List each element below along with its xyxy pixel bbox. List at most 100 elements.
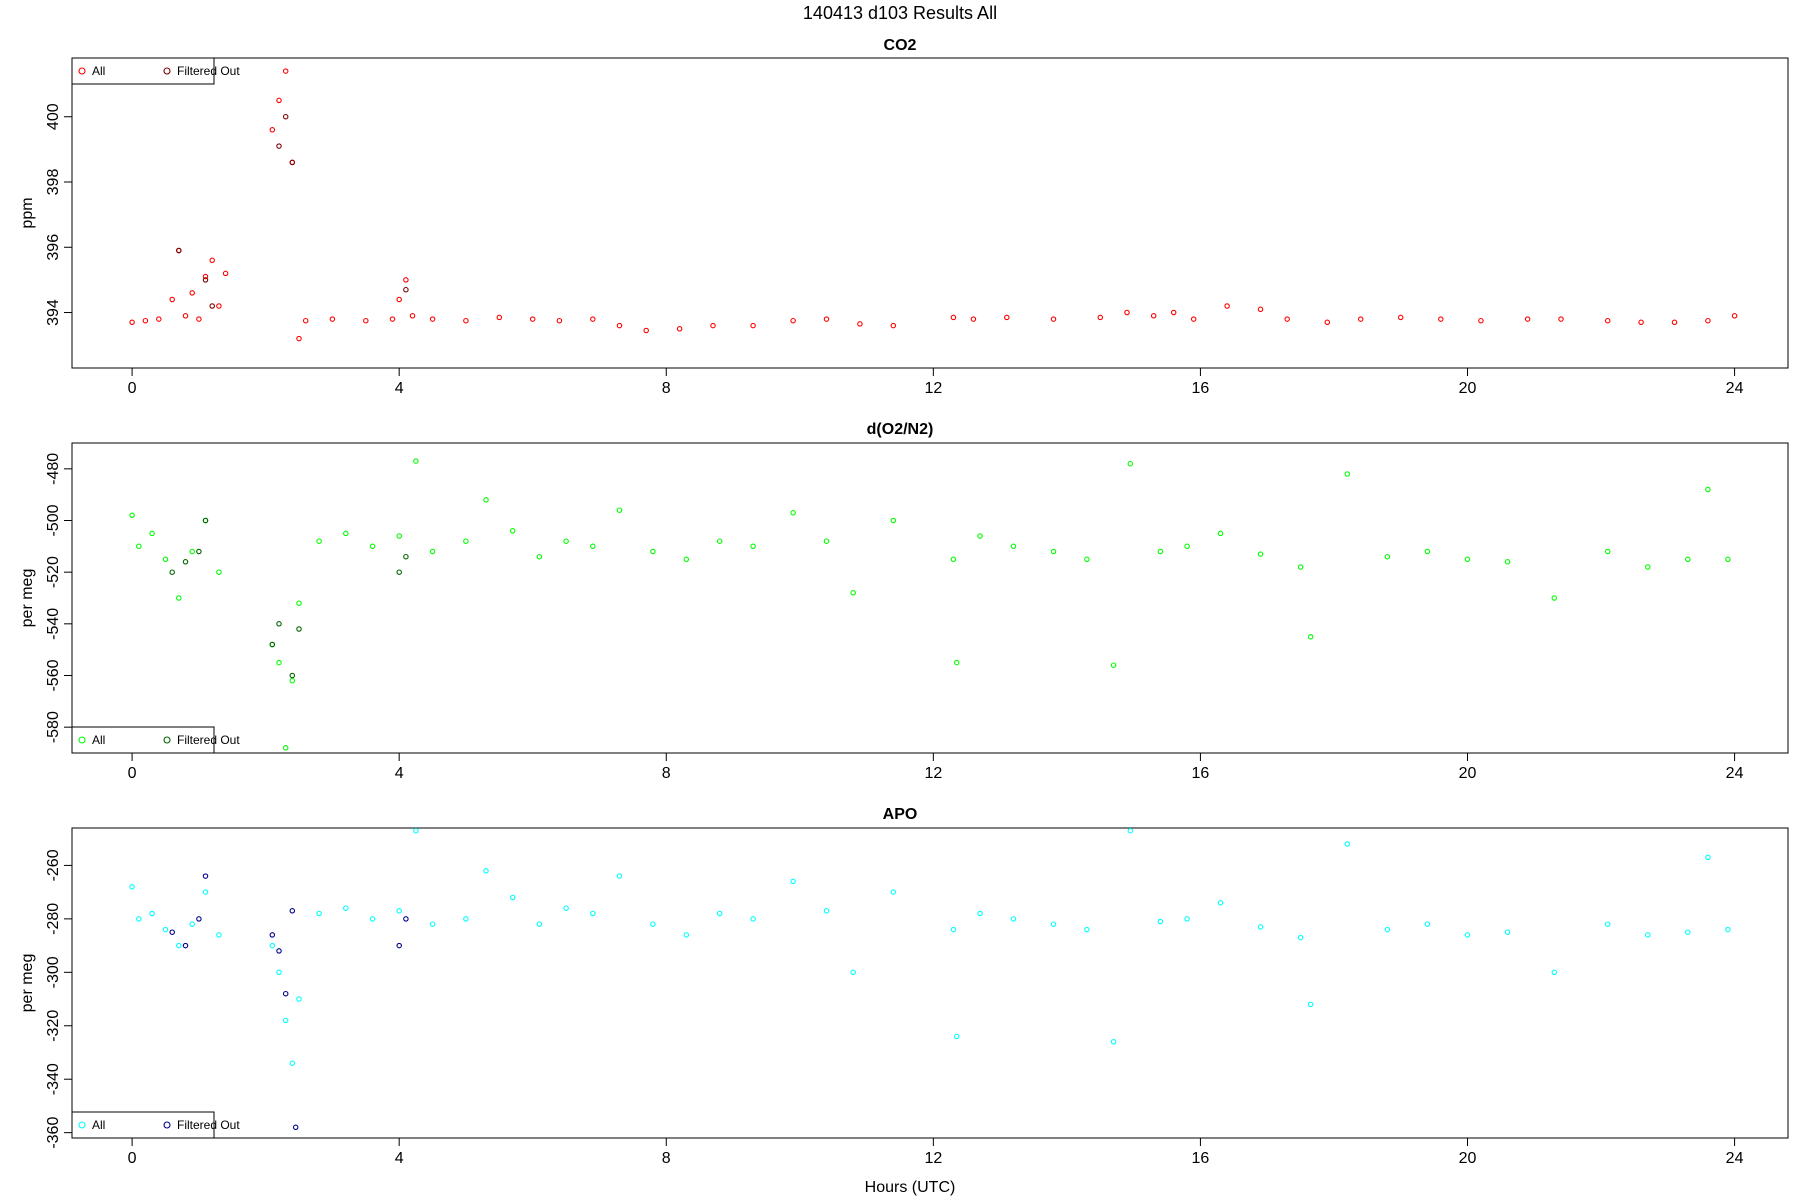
o2n2-point-all [216, 569, 222, 575]
co2-point-all [1170, 309, 1177, 316]
co2-point-all [209, 257, 215, 264]
apo-point-all [216, 932, 222, 938]
co2-point-all [189, 290, 195, 296]
co2-point-all [156, 316, 162, 322]
co2-point-all [296, 335, 302, 342]
o2n2-point-all [850, 590, 856, 596]
o2n2-points [129, 458, 1731, 751]
co2-points [129, 68, 1738, 342]
apo-point-all [136, 916, 142, 922]
co2-legend-marker [78, 67, 86, 75]
apo-point-filtered [276, 948, 282, 954]
o2n2-point-filtered [182, 559, 189, 565]
apo-point-all [369, 916, 376, 922]
o2n2-point-all [1645, 564, 1651, 570]
apo-point-all [1384, 926, 1391, 933]
apo-point-all [189, 921, 195, 927]
o2n2-point-all [289, 677, 296, 684]
co2-x-tick-label: 24 [1726, 380, 1744, 397]
o2n2-point-all [413, 458, 419, 464]
o2n2-y-axis-label: per meg [19, 569, 36, 628]
co2-point-all [823, 316, 830, 322]
o2n2-point-all [953, 659, 960, 666]
o2n2-point-all [790, 510, 796, 516]
co2-point-all [710, 322, 716, 329]
co2-point-all [329, 316, 336, 322]
co2-x-tick-label: 4 [395, 380, 404, 397]
apo-point-all [1157, 918, 1164, 925]
co2-point-all [1524, 316, 1531, 322]
apo-point-all [1504, 929, 1511, 935]
apo-point-all [1257, 924, 1264, 930]
apo-point-all [1604, 921, 1611, 927]
o2n2-point-filtered [396, 569, 402, 575]
o2n2-x-tick-label: 16 [1192, 765, 1210, 782]
co2-legend-box [71, 57, 215, 85]
co2-point-all [857, 321, 863, 327]
co2-point-all [790, 317, 796, 324]
o2n2-point-all [1424, 548, 1431, 555]
apo-point-all [483, 868, 489, 874]
co2-point-all [1357, 316, 1364, 322]
o2n2-point-all [1551, 595, 1558, 601]
o2n2-point-all [977, 533, 983, 539]
apo-point-all [650, 921, 656, 927]
o2n2-point-all [1127, 460, 1134, 467]
co2-point-all [216, 303, 222, 309]
co2-point-all [643, 327, 649, 334]
co2-legend-marker [163, 67, 171, 75]
apo-point-all [1645, 932, 1651, 938]
apo-point-all [1464, 932, 1471, 938]
apo-point-all [563, 905, 569, 911]
apo-x-tick-label: 4 [395, 1150, 404, 1167]
co2-point-all [142, 317, 149, 324]
co2-legend: All Filtered Out [71, 57, 240, 85]
apo-panel-title: APO [883, 806, 918, 823]
co2-plot-frame [71, 57, 1789, 369]
apo-y-tick-label: -340 [45, 1063, 62, 1095]
co2-point-all [1124, 309, 1130, 316]
o2n2-x-tick-label: 0 [128, 765, 137, 782]
apo-point-filtered [289, 908, 296, 914]
co2-point-filtered [282, 113, 289, 120]
co2-point-all [302, 317, 309, 324]
o2n2-point-all [176, 595, 182, 601]
o2n2-point-filtered [276, 621, 282, 627]
apo-y-axis-label: per meg [19, 954, 36, 1013]
o2n2-point-all [590, 543, 596, 550]
co2-point-filtered [209, 303, 215, 309]
apo-point-all [1217, 900, 1224, 906]
co2-x-tick-label: 8 [662, 380, 671, 397]
co2-point-all [1257, 306, 1264, 313]
co2-point-all [1097, 314, 1104, 321]
apo-point-all [1010, 916, 1017, 922]
apo-point-all [282, 1017, 289, 1024]
apo-point-all [850, 969, 856, 976]
co2-point-all [1190, 316, 1197, 322]
apo-point-all [162, 926, 169, 933]
co2-panel: CO2 ppm 0 4 8 12 16 20 24 394 396 398 400 All Filt… [19, 37, 1789, 397]
o2n2-point-all [1217, 530, 1224, 537]
apo-x-tick-label: 0 [128, 1150, 137, 1167]
co2-point-all [1604, 317, 1611, 324]
apo-point-all [413, 827, 419, 834]
o2n2-point-all [282, 745, 289, 751]
apo-point-all [750, 916, 756, 922]
apo-point-all [1551, 969, 1558, 976]
o2n2-y-tick-label: -580 [45, 711, 62, 743]
apo-x-tick-label: 16 [1192, 1150, 1210, 1167]
co2-point-all [529, 316, 536, 322]
apo-legend-marker [78, 1121, 86, 1129]
apo-point-filtered [396, 942, 402, 949]
o2n2-point-all [563, 538, 569, 544]
o2n2-y-ticks: -580 -560 -540 -520 -500 -480 [45, 453, 72, 743]
co2-y-axis-label: ppm [19, 197, 36, 228]
co2-point-all [129, 319, 135, 326]
o2n2-point-all [1157, 548, 1164, 555]
o2n2-legend: All Filtered Out [71, 726, 240, 754]
co2-point-all [269, 127, 276, 133]
o2n2-point-all [1504, 559, 1511, 565]
o2n2-point-all [1725, 556, 1731, 563]
apo-point-all [1184, 916, 1190, 922]
apo-point-filtered [403, 916, 409, 922]
